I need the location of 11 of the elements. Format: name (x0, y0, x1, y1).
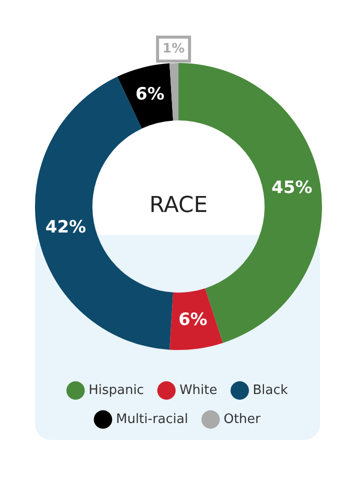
legend-label: Other (224, 412, 262, 427)
data-label: 1% (162, 41, 185, 56)
legend-label: Hispanic (88, 382, 144, 398)
text: RACE (149, 193, 208, 218)
data-label: 6% (136, 84, 164, 105)
data-label: 42% (45, 217, 86, 238)
data-label: 45% (272, 178, 312, 198)
legend-label: Black (252, 382, 288, 398)
legend-label: White (179, 382, 218, 398)
data-label: 6% (178, 310, 208, 330)
legend-label: Multi-racial (116, 412, 188, 427)
